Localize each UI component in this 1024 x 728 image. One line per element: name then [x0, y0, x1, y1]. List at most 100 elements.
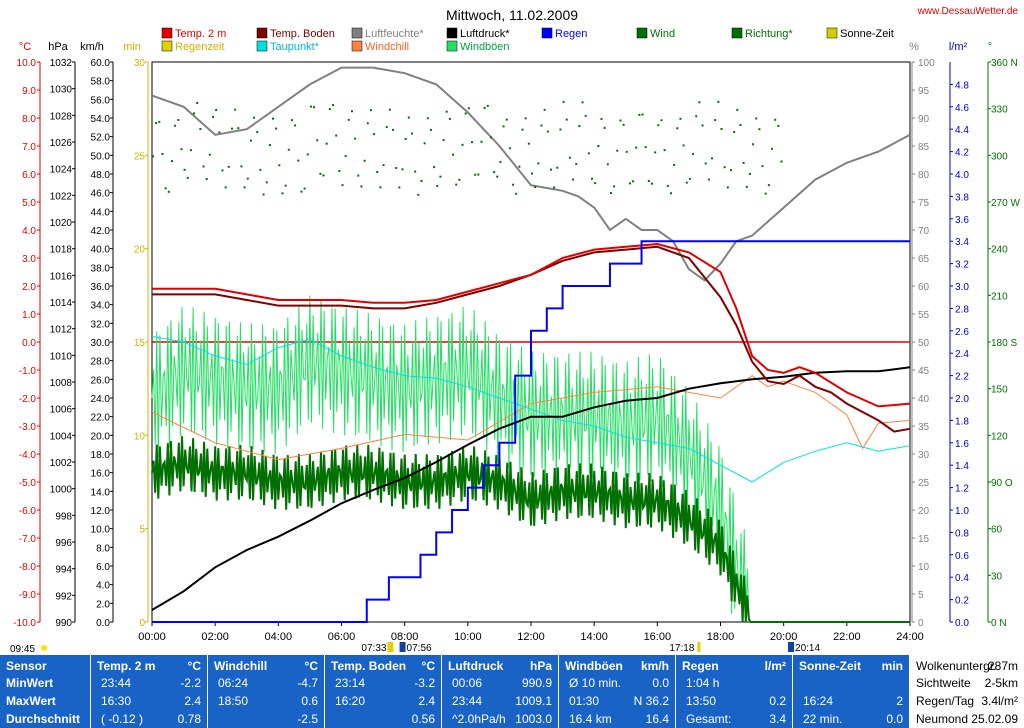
direction-dot: [268, 144, 271, 147]
direction-dot: [556, 166, 559, 169]
legend-swatch: [541, 27, 553, 39]
tick-label: 0.4: [955, 573, 969, 584]
tick-label: 54.0: [91, 114, 111, 125]
tick-label: 990: [55, 618, 72, 629]
direction-dot: [309, 105, 312, 108]
series-regen: [152, 240, 910, 623]
table-cell: N 36.2: [633, 694, 669, 708]
direction-dot: [328, 108, 331, 111]
tick-label: 10: [918, 562, 930, 573]
direction-dot: [739, 124, 742, 127]
chart-title: Mittwoch, 11.02.2009: [446, 7, 578, 23]
direction-dot: [742, 161, 745, 164]
tick-label: 3.8: [955, 192, 969, 203]
table-cell: 16:20: [335, 694, 366, 708]
direction-dot: [578, 124, 581, 127]
table-cell: 16:30: [101, 694, 132, 708]
table-header: Luftdruck: [448, 659, 504, 673]
table-cell: -2.2: [180, 676, 201, 690]
direction-dot: [688, 177, 691, 180]
tick-label: 1008: [50, 378, 73, 389]
tick-label: 70: [918, 226, 930, 237]
direction-dot: [537, 162, 540, 165]
tick-label: 5.0: [22, 198, 36, 209]
table-unit: °C: [304, 659, 318, 673]
tick-label: 0.8: [955, 528, 969, 539]
direction-dot: [167, 190, 170, 193]
tick-label: 0: [918, 618, 924, 629]
axis-unit: l/m²: [949, 41, 968, 53]
table-cell: MaxWert: [6, 694, 56, 708]
table-cell: 2.4: [418, 694, 435, 708]
tick-label: 22:00: [833, 631, 861, 643]
direction-dot: [259, 168, 262, 171]
direction-dot: [369, 109, 372, 112]
legend-swatch: [446, 27, 458, 39]
tick-label: 04:00: [265, 631, 293, 643]
axis-unit: °C: [19, 41, 31, 53]
tick-label: 996: [55, 538, 72, 549]
tick-label: 34.0: [91, 301, 111, 312]
tick-label: -2.0: [19, 394, 37, 405]
axis-unit: °: [988, 41, 992, 53]
direction-dot: [423, 142, 426, 145]
direction-dot: [461, 143, 464, 146]
tick-label: 5: [918, 590, 924, 601]
tick-label: 8.0: [96, 543, 110, 554]
tick-label: 90: [918, 114, 930, 125]
direction-dot: [189, 149, 192, 152]
direction-dot: [755, 117, 758, 120]
direction-dot: [745, 185, 748, 188]
tick-label: 270 W: [991, 198, 1020, 209]
axis-unit: hPa: [48, 41, 68, 53]
direction-dot: [543, 108, 546, 111]
direction-dot: [704, 162, 707, 165]
table-cell: 0.2: [769, 694, 786, 708]
sunrise-label: 07:33: [361, 643, 386, 654]
tick-label: 1000: [50, 485, 73, 496]
moonrise-icon: [399, 642, 406, 652]
direction-dot: [272, 117, 275, 120]
direction-dot: [698, 101, 701, 104]
tick-label: 95: [918, 86, 930, 97]
direction-dot: [568, 156, 571, 159]
legend-swatch: [256, 40, 268, 52]
table-cell: -3.2: [414, 676, 435, 690]
series-taupunkt-: [151, 335, 911, 483]
tick-label: 26.0: [91, 375, 111, 386]
series-luftdruck-: [151, 366, 911, 611]
direction-dot: [180, 148, 183, 151]
table-cell: 2-5km: [984, 676, 1018, 690]
sunrise-icon: [387, 642, 394, 652]
tick-label: 1002: [50, 458, 73, 469]
tick-label: 30.0: [91, 338, 111, 349]
table-cell: 0.0: [652, 676, 669, 690]
tick-label: 36.0: [91, 282, 111, 293]
direction-dot: [464, 112, 467, 115]
table-block: Windböen km/h Ø 10 min. 0.0 01:30 N 36.2 16.4 …: [558, 655, 675, 728]
direction-dot: [748, 172, 751, 175]
direction-dot: [243, 186, 246, 189]
direction-dot: [761, 165, 764, 168]
direction-dot: [202, 165, 205, 168]
tick-label: 24:00: [896, 631, 924, 643]
tick-label: 08:00: [391, 631, 419, 643]
direction-dot: [723, 166, 726, 169]
direction-dot: [325, 142, 328, 145]
direction-dot: [496, 175, 499, 178]
table-unit: °C: [187, 659, 201, 673]
direction-dot: [647, 180, 650, 183]
tick-label: 992: [55, 591, 72, 602]
direction-dot: [714, 119, 717, 122]
direction-dot: [619, 119, 622, 122]
tick-label: 46.0: [91, 189, 111, 200]
tick-label: 20.0: [91, 431, 111, 442]
tick-label: 1.0: [955, 506, 969, 517]
tick-label: 22.0: [91, 413, 111, 424]
table-block: Temp. 2 m °C 23:44 -2.2 16:30 2.4 ( -0.12 ) 0.7…: [90, 655, 207, 728]
tick-label: 60: [918, 282, 930, 293]
table-unit: km/h: [640, 659, 669, 673]
direction-dot: [174, 124, 177, 127]
tick-label: 1012: [50, 325, 73, 336]
table-block: Windchill °C 06:24 -4.7 18:50 0.6 -2.5: [207, 655, 324, 728]
